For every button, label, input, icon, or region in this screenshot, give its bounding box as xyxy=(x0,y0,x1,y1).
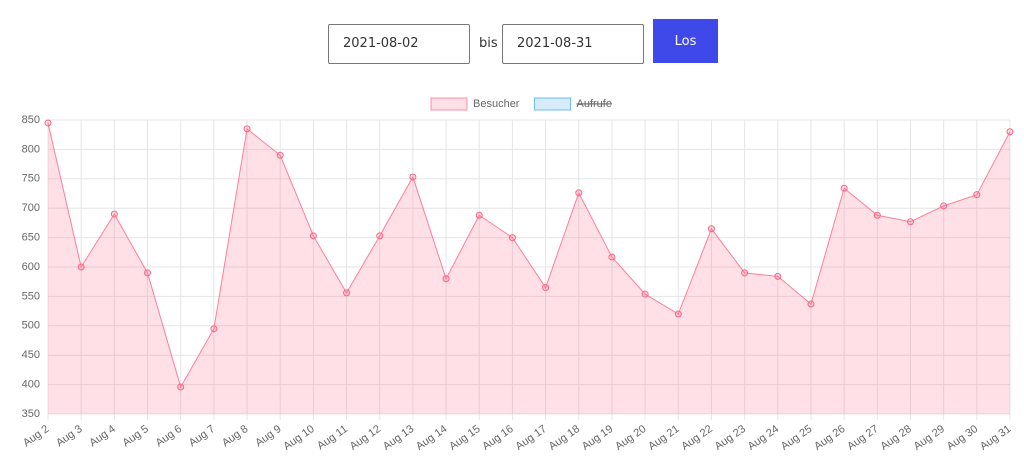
line xyxy=(47,122,1011,389)
x-tick-label: Aug 18 xyxy=(547,423,582,453)
point xyxy=(940,202,948,210)
point xyxy=(144,269,152,277)
point xyxy=(807,300,815,308)
date-to[interactable]: 2021-08-31 xyxy=(502,24,644,64)
x-tick-label: Aug 28 xyxy=(878,423,913,453)
legend-label: Besucher xyxy=(473,98,520,110)
y-tick-label: 550 xyxy=(22,290,40,302)
point xyxy=(608,253,616,261)
point xyxy=(508,234,516,242)
y-tick-label: 700 xyxy=(22,202,40,214)
point xyxy=(376,232,384,240)
point xyxy=(707,225,715,233)
date-from[interactable]: 2021-08-02 xyxy=(328,24,470,64)
x-tick-label: Aug 21 xyxy=(646,423,681,453)
point xyxy=(674,310,682,318)
y-tick-label: 450 xyxy=(22,349,40,361)
point xyxy=(641,290,649,298)
point xyxy=(475,211,483,219)
y-tick-label: 500 xyxy=(22,320,40,332)
x-tick-label: Aug 2 xyxy=(21,423,51,449)
x-tick-label: Aug 26 xyxy=(812,423,847,453)
x-tick-label: Aug 15 xyxy=(447,423,482,453)
point xyxy=(309,232,317,240)
point xyxy=(343,289,351,297)
legend-label: Aufrufe xyxy=(576,98,611,110)
x-tick-label: Aug 10 xyxy=(281,423,316,453)
y-tick-label: 650 xyxy=(22,232,40,244)
x-tick-label: Aug 11 xyxy=(315,423,350,452)
point xyxy=(210,325,218,333)
legend-swatch xyxy=(533,97,571,111)
legend-swatch xyxy=(430,97,468,111)
x-tick-label: Aug 23 xyxy=(713,423,748,453)
separator: bis xyxy=(479,36,498,51)
x-tick-label: Aug 29 xyxy=(912,423,947,453)
point xyxy=(276,151,284,159)
point xyxy=(44,119,52,127)
x-tick-label: Aug 19 xyxy=(580,423,615,453)
x-tick-label: Aug 7 xyxy=(187,423,217,449)
submit-button[interactable]: Los xyxy=(653,19,718,63)
point xyxy=(741,269,749,277)
x-tick-label: Aug 24 xyxy=(746,423,781,453)
point xyxy=(1006,128,1014,136)
y-tick-label: 800 xyxy=(22,143,40,155)
point xyxy=(243,125,251,133)
point xyxy=(77,263,85,271)
x-tick-label: Aug 3 xyxy=(54,423,84,449)
point xyxy=(973,191,981,199)
y-tick-label: 750 xyxy=(22,173,40,185)
x-tick-label: Aug 14 xyxy=(414,423,449,453)
y-tick-label: 350 xyxy=(22,408,40,420)
point xyxy=(442,275,450,283)
x-tick-label: Aug 12 xyxy=(348,423,383,453)
point xyxy=(177,383,185,391)
x-tick-label: Aug 31 xyxy=(978,423,1013,453)
y-tick-label: 850 xyxy=(22,114,40,126)
x-tick-label: Aug 27 xyxy=(845,423,880,453)
x-tick-label: Aug 16 xyxy=(480,423,515,453)
y-tick-label: 600 xyxy=(22,261,40,273)
point xyxy=(575,189,583,197)
area xyxy=(48,122,1010,414)
x-tick-label: Aug 4 xyxy=(87,423,117,449)
x-tick-label: Aug 5 xyxy=(120,423,150,449)
x-tick-label: Aug 8 xyxy=(220,423,250,449)
point xyxy=(110,210,118,218)
point xyxy=(409,173,417,181)
x-tick-label: Aug 17 xyxy=(514,423,549,453)
point xyxy=(873,211,881,219)
x-tick-label: Aug 13 xyxy=(381,423,416,453)
y-tick-label: 400 xyxy=(22,379,40,391)
x-tick-label: Aug 6 xyxy=(154,423,184,449)
x-tick-label: Aug 25 xyxy=(779,423,814,453)
point xyxy=(774,272,782,280)
x-tick-label: Aug 9 xyxy=(253,423,283,449)
x-tick-label: Aug 20 xyxy=(613,423,648,453)
point xyxy=(906,218,914,226)
x-tick-label: Aug 22 xyxy=(679,423,714,453)
point xyxy=(840,184,848,192)
x-tick-label: Aug 30 xyxy=(945,423,980,453)
point xyxy=(542,284,550,292)
